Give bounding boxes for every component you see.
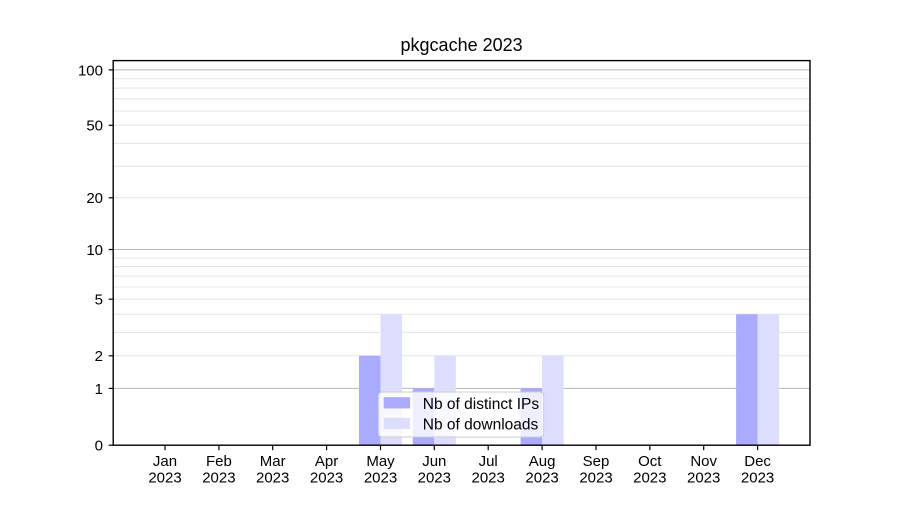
svg-text:2023: 2023	[364, 470, 397, 487]
svg-text:20: 20	[86, 190, 103, 207]
svg-text:50: 50	[86, 118, 103, 135]
svg-text:2023: 2023	[256, 470, 289, 487]
svg-text:Jun: Jun	[422, 453, 446, 470]
svg-text:Mar: Mar	[260, 453, 286, 470]
svg-text:2023: 2023	[418, 470, 451, 487]
svg-text:2023: 2023	[633, 470, 666, 487]
svg-text:Jan: Jan	[153, 453, 177, 470]
svg-text:Feb: Feb	[206, 453, 232, 470]
svg-text:Sep: Sep	[583, 453, 610, 470]
svg-text:Nov: Nov	[690, 453, 717, 470]
svg-text:2023: 2023	[579, 470, 612, 487]
svg-text:2: 2	[95, 348, 103, 365]
svg-text:May: May	[366, 453, 395, 470]
svg-text:Aug: Aug	[529, 453, 556, 470]
svg-text:Jul: Jul	[479, 453, 498, 470]
svg-text:2023: 2023	[472, 470, 505, 487]
svg-text:Apr: Apr	[315, 453, 338, 470]
svg-text:2023: 2023	[202, 470, 235, 487]
svg-text:2023: 2023	[525, 470, 558, 487]
svg-text:Dec: Dec	[744, 453, 771, 470]
svg-text:100: 100	[78, 62, 103, 79]
svg-text:1: 1	[95, 381, 103, 398]
svg-text:Nb of downloads: Nb of downloads	[423, 416, 539, 433]
svg-text:0: 0	[95, 438, 103, 455]
svg-text:2023: 2023	[310, 470, 343, 487]
svg-text:2023: 2023	[741, 470, 774, 487]
svg-text:pkgcache 2023: pkgcache 2023	[401, 35, 523, 55]
svg-text:10: 10	[86, 242, 103, 259]
svg-text:5: 5	[95, 292, 103, 309]
svg-text:2023: 2023	[687, 470, 720, 487]
svg-text:Nb of distinct IPs: Nb of distinct IPs	[423, 396, 540, 413]
svg-text:2023: 2023	[148, 470, 181, 487]
svg-text:Oct: Oct	[638, 453, 662, 470]
